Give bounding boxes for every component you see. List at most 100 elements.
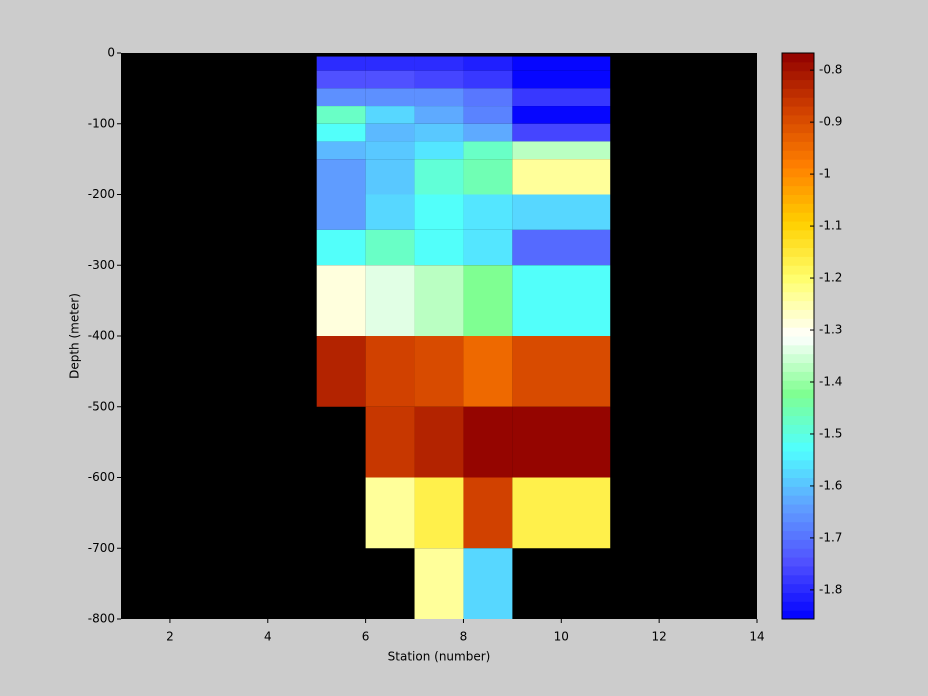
colorbar-swatch xyxy=(782,504,814,514)
colorbar-swatch xyxy=(782,97,814,107)
heatmap-cell xyxy=(463,265,513,336)
heatmap-cell xyxy=(365,88,415,107)
heatmap-cell xyxy=(316,336,366,407)
heatmap-cell xyxy=(365,70,415,89)
colorbar-swatch xyxy=(782,229,814,240)
heatmap-cell xyxy=(463,229,513,266)
heatmap-cell xyxy=(316,229,366,266)
x-tick-label: 2 xyxy=(166,630,174,644)
heatmap-cell xyxy=(463,159,513,195)
heatmap-cell xyxy=(463,56,513,71)
colorbar-tick-label: -1.4 xyxy=(819,374,842,388)
colorbar-tick-label: -1.2 xyxy=(819,271,842,285)
colorbar-swatch xyxy=(782,291,814,302)
heatmap-cell xyxy=(463,123,513,142)
colorbar-swatch xyxy=(782,565,814,576)
colorbar-swatch xyxy=(782,601,814,611)
colorbar-swatch xyxy=(782,344,814,355)
heatmap-cell xyxy=(512,336,611,407)
colorbar-swatch xyxy=(782,530,814,540)
colorbar-swatch xyxy=(782,380,814,390)
heatmap-cell xyxy=(316,106,366,124)
heatmap-cell xyxy=(512,194,611,230)
heatmap-cell xyxy=(512,159,611,195)
colorbar-swatch xyxy=(782,114,814,125)
colorbar-swatch xyxy=(782,265,814,275)
colorbar-swatch xyxy=(782,61,814,72)
heatmap-cell xyxy=(512,406,611,478)
heatmap-cell xyxy=(463,477,513,549)
heatmap-cell xyxy=(512,265,611,336)
colorbar-swatch xyxy=(782,106,814,116)
colorbar-tick-label: -1.7 xyxy=(819,530,842,544)
colorbar-tick-label: -1 xyxy=(819,167,831,181)
heatmap-cell xyxy=(365,123,415,142)
y-tick-label: -600 xyxy=(88,470,115,484)
colorbar-swatch xyxy=(782,512,814,523)
colorbar-swatch xyxy=(782,450,814,461)
heatmap-cell xyxy=(316,141,366,160)
colorbar-swatch xyxy=(782,194,814,204)
y-tick-label: -700 xyxy=(88,541,115,555)
x-tick-label: 14 xyxy=(749,630,764,644)
colorbar-swatch xyxy=(782,203,814,213)
heatmap-cell xyxy=(365,141,415,160)
heatmap-cell xyxy=(512,477,611,549)
heatmap-cell xyxy=(512,123,611,142)
colorbar-swatch xyxy=(782,574,814,585)
colorbar-swatch xyxy=(782,88,814,98)
colorbar-swatch xyxy=(782,415,814,425)
colorbar-swatch xyxy=(782,212,814,222)
colorbar-swatch xyxy=(782,141,814,151)
x-axis-label: Station (number) xyxy=(388,650,491,664)
colorbar-swatch xyxy=(782,150,814,160)
y-tick-label: -200 xyxy=(88,187,115,201)
y-tick-label: -500 xyxy=(88,399,115,413)
colorbar-swatch xyxy=(782,79,814,89)
colorbar-tick-label: -1.8 xyxy=(819,582,842,596)
heatmap-cell xyxy=(414,56,464,71)
heatmap-cell xyxy=(316,88,366,107)
colorbar-swatch xyxy=(782,159,814,169)
heatmap-cell xyxy=(365,265,415,336)
colorbar-swatch xyxy=(782,70,814,81)
colorbar-swatch xyxy=(782,539,814,549)
colorbar-tick-label: -0.8 xyxy=(819,63,842,77)
heatmap-cell xyxy=(365,229,415,266)
heatmap-cell xyxy=(414,548,464,619)
colorbar-swatch xyxy=(782,424,814,434)
colorbar-frame xyxy=(781,52,815,620)
heatmap-cell xyxy=(463,106,513,124)
colorbar-swatch xyxy=(782,397,814,408)
heatmap-cell xyxy=(512,141,611,160)
colorbar-swatch xyxy=(782,238,814,249)
colorbar-tick-label: -1.1 xyxy=(819,219,842,233)
colorbar-swatch xyxy=(782,477,814,487)
heatmap-cell xyxy=(512,88,611,107)
heatmap-cell xyxy=(414,106,464,124)
colorbar-swatch xyxy=(782,610,814,620)
heatmap-cell xyxy=(316,265,366,336)
y-tick-label: -100 xyxy=(88,116,115,130)
y-tick-label: -800 xyxy=(88,612,115,626)
colorbar-swatch xyxy=(782,123,814,134)
heatmap-cell xyxy=(414,194,464,230)
colorbar-swatch xyxy=(782,300,814,310)
colorbar-swatch xyxy=(782,486,814,496)
colorbar-swatch xyxy=(782,318,814,328)
heatmap-cell xyxy=(316,56,366,71)
heatmap-cell xyxy=(414,477,464,549)
colorbar-tick-label: -1.3 xyxy=(819,323,842,337)
x-tick-label: 10 xyxy=(554,630,569,644)
heatmap-cell xyxy=(512,229,611,266)
colorbar-swatch xyxy=(782,247,814,257)
colorbar-swatch xyxy=(782,406,814,417)
x-tick-label: 12 xyxy=(652,630,667,644)
colorbar-swatch xyxy=(782,557,814,567)
heatmap-cell xyxy=(512,106,611,124)
heatmap-cell xyxy=(463,194,513,230)
x-tick-label: 4 xyxy=(264,630,272,644)
heatmap-cell xyxy=(316,123,366,142)
colorbar-swatch xyxy=(782,256,814,266)
